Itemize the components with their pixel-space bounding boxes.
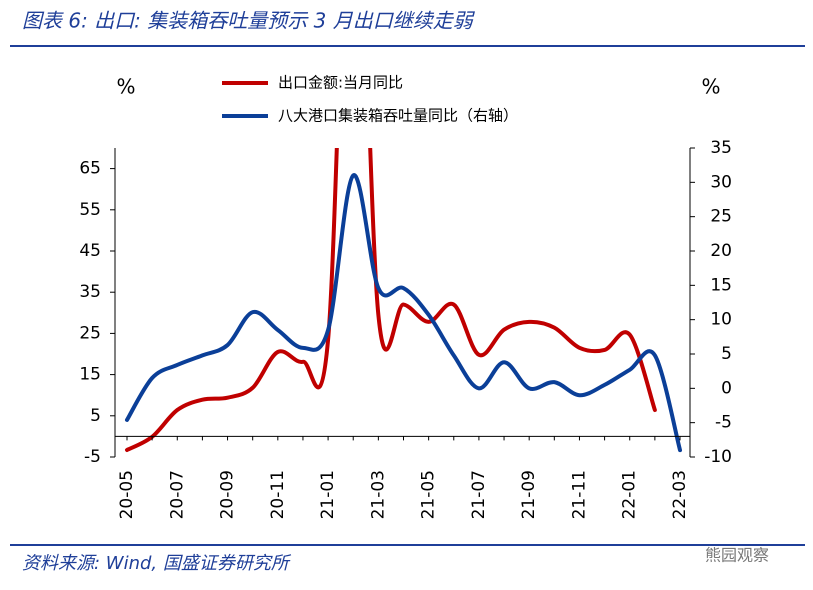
x-tick-label: 20-09 [218, 470, 238, 519]
series-line [125, 173, 682, 453]
y2-tick-label: 15 [710, 275, 732, 295]
y2-tick-label: 35 [710, 138, 732, 158]
y2-tick-label: 10 [710, 310, 732, 330]
y-tick-label: 35 [79, 282, 101, 302]
x-tick-label: 21-01 [318, 470, 338, 519]
x-tick-label: 21-09 [519, 470, 539, 519]
y2-tick-label: -5 [715, 413, 732, 433]
y-tick-label: 65 [79, 159, 101, 179]
legend-label: 出口金额:当月同比 [278, 74, 403, 92]
y-axis-label: % [116, 75, 135, 99]
plot-area [125, 148, 682, 453]
y-tick-label: 5 [90, 406, 101, 426]
x-tick-label: 21-07 [469, 470, 489, 519]
x-tick-label: 20-11 [268, 470, 288, 519]
x-tick-label: 21-11 [569, 470, 589, 519]
x-tick-label: 22-03 [670, 470, 690, 519]
x-tick-label: 22-01 [620, 470, 640, 519]
y2-tick-label: 25 [710, 207, 732, 227]
y-tick-label: -5 [84, 447, 101, 467]
watermark: 熊园观察 [705, 546, 769, 565]
y2-axis-label: % [701, 75, 720, 99]
x-tick-label: 21-03 [368, 470, 388, 519]
y2-tick-label: 0 [721, 378, 732, 398]
y-tick-label: 15 [79, 365, 101, 385]
y-tick-label: 45 [79, 241, 101, 261]
y2-tick-label: 5 [721, 344, 732, 364]
x-tick-label: 21-05 [419, 470, 439, 519]
series-line [125, 148, 657, 452]
chart-title: 图表 6: 出口: 集装箱吞吐量预示 3 月出口继续走弱 [22, 9, 476, 33]
y-tick-label: 55 [79, 200, 101, 220]
y-tick-label: 25 [79, 323, 101, 343]
x-tick-label: 20-05 [117, 470, 137, 519]
y2-tick-label: 20 [710, 241, 732, 261]
source: 资料来源: Wind, 国盛证券研究所 [22, 553, 292, 574]
y2-tick-label: 30 [710, 172, 732, 192]
legend-label: 八大港口集装箱吞吐量同比（右轴） [278, 107, 518, 125]
x-tick-label: 20-07 [167, 470, 187, 519]
y2-tick-label: -10 [704, 447, 732, 467]
